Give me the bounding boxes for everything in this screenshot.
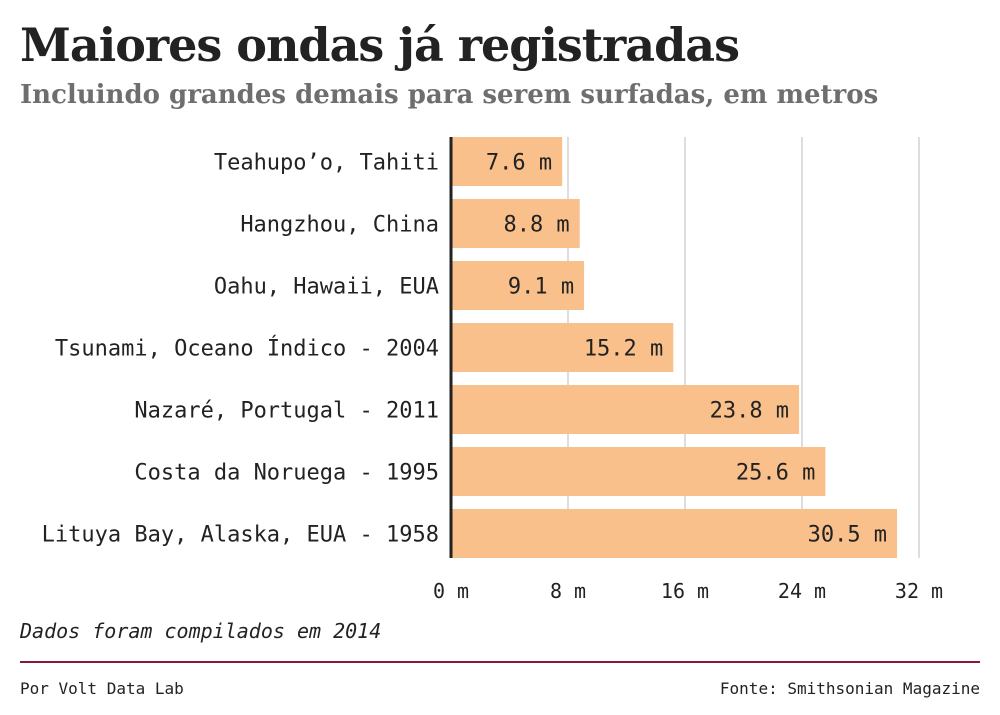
bar: [451, 509, 898, 558]
bar: [451, 385, 800, 434]
chart-subtitle: Incluindo grandes demais para serem surf…: [20, 80, 879, 110]
bar-value-label: 23.8 m: [710, 399, 789, 424]
data-note: Dados foram compilados em 2014: [20, 619, 382, 643]
category-label: Lituya Bay, Alaska, EUA - 1958: [42, 523, 439, 548]
bar: [451, 447, 826, 496]
x-tick-label: 32 m: [895, 579, 943, 603]
bar-value-label: 25.6 m: [736, 461, 815, 486]
bar-value-label: 30.5 m: [808, 523, 887, 548]
x-tick-label: 24 m: [778, 579, 826, 603]
footer-divider: [20, 661, 980, 663]
category-label: Costa da Noruega - 1995: [134, 461, 439, 486]
x-axis-ticks: 0 m 8 m 16 m 24 m 32 m: [433, 137, 943, 603]
bars: 7.6 m 8.8 m 9.1 m 15.2 m 23.8 m 25.6 m 30.5 m: [451, 137, 898, 558]
category-label: Tsunami, Oceano Índico - 2004: [55, 336, 439, 362]
x-tick-label: 16 m: [661, 579, 709, 603]
chart-title: Maiores ondas já registradas: [20, 18, 740, 72]
bar-value-label: 9.1 m: [508, 275, 574, 300]
source-credit: Fonte: Smithsonian Magazine: [719, 679, 980, 698]
category-label: Hangzhou, China: [240, 213, 439, 238]
bar: [451, 261, 585, 310]
category-label: Nazaré, Portugal - 2011: [134, 399, 439, 424]
bar-value-label: 7.6 m: [486, 151, 552, 176]
bar-value-label: 8.8 m: [503, 213, 569, 238]
bar-value-label: 15.2 m: [584, 337, 663, 362]
byline: Por Volt Data Lab: [20, 679, 184, 698]
category-label: Oahu, Hawaii, EUA: [214, 275, 439, 300]
x-tick-label: 8 m: [550, 579, 586, 603]
category-labels: Teahupo’o, Tahiti Hangzhou, China Oahu, Ha…: [42, 151, 439, 548]
category-label: Teahupo’o, Tahiti: [214, 151, 439, 176]
x-tick-label: 0 m: [433, 579, 469, 603]
bar: [451, 323, 674, 372]
bar: [451, 137, 563, 186]
bar: [451, 199, 580, 248]
